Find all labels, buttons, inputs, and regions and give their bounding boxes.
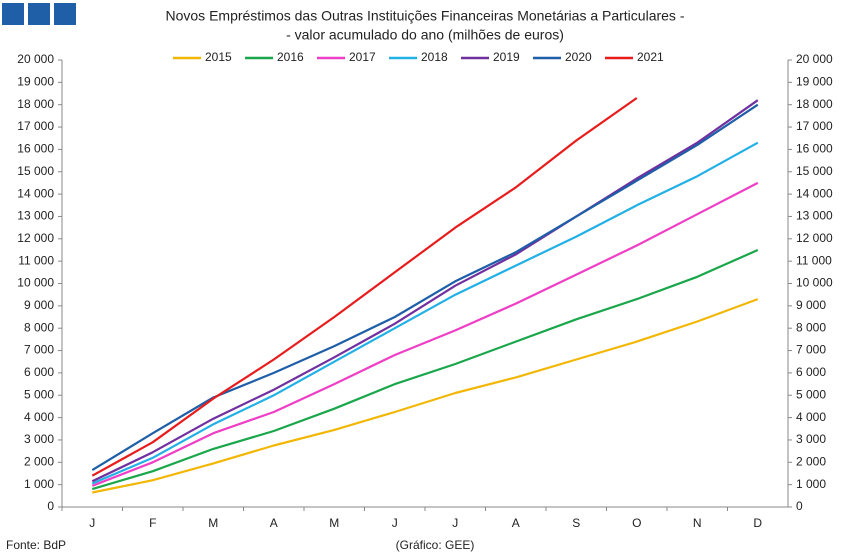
y2-tick-label: 19 000 [796,75,833,89]
legend-label: 2018 [421,50,448,64]
series-line [91,99,759,483]
series-line [91,181,759,487]
y2-tick-label: 16 000 [796,142,833,156]
x-tick-label: D [753,516,762,530]
y-tick-label: 16 000 [17,142,54,156]
x-tick-label: A [512,516,520,530]
y-tick-label: 7 000 [24,343,54,357]
y-tick-label: 19 000 [17,75,54,89]
x-tick-label: J [89,516,95,530]
y2-tick-label: 6 000 [796,365,826,379]
y2-tick-label: 12 000 [796,231,833,245]
y2-tick-label: 18 000 [796,97,833,111]
legend-label: 2017 [349,50,376,64]
y-tick-label: 1 000 [24,477,54,491]
logo-square [2,3,24,25]
y2-tick-label: 17 000 [796,119,833,133]
chart-title: - valor acumulado do ano (milhões de eur… [286,27,564,43]
y-tick-label: 0 [47,499,54,513]
y-tick-label: 20 000 [17,52,54,66]
x-tick-label: J [392,516,398,530]
credit-note: (Gráfico: GEE) [396,538,475,552]
y2-tick-label: 9 000 [796,298,826,312]
y-tick-label: 8 000 [24,320,54,334]
legend-label: 2019 [493,50,520,64]
y2-tick-label: 0 [796,499,803,513]
y-tick-label: 15 000 [17,164,54,178]
y2-tick-label: 2 000 [796,454,826,468]
legend-label: 2020 [565,50,592,64]
y-tick-label: 11 000 [18,253,54,267]
y-tick-label: 13 000 [17,209,54,223]
y-tick-label: 18 000 [17,97,54,111]
y-tick-label: 4 000 [24,410,54,424]
y2-tick-label: 5 000 [796,387,826,401]
series-line [91,97,638,477]
logo-square [28,3,50,25]
legend-label: 2021 [637,50,664,64]
y-tick-label: 14 000 [17,186,54,200]
y2-tick-label: 7 000 [796,343,826,357]
y-tick-label: 5 000 [24,387,54,401]
y-tick-label: 12 000 [17,231,54,245]
legend-label: 2015 [205,50,232,64]
chart-title: Novos Empréstimos das Outras Instituiçõe… [166,8,685,24]
x-tick-label: J [452,516,458,530]
series-line [91,103,759,472]
y-tick-label: 6 000 [24,365,54,379]
y2-tick-label: 8 000 [796,320,826,334]
y-tick-label: 9 000 [24,298,54,312]
y-tick-label: 2 000 [24,454,54,468]
x-tick-label: S [572,516,580,530]
x-tick-label: O [632,516,641,530]
legend-label: 2016 [277,50,304,64]
x-tick-label: M [208,516,218,530]
series-line [92,298,759,494]
x-tick-label: N [693,516,702,530]
y2-tick-label: 1 000 [796,477,826,491]
y2-tick-label: 20 000 [796,52,833,66]
y2-tick-label: 3 000 [796,432,826,446]
y2-tick-label: 15 000 [796,164,833,178]
y-tick-label: 3 000 [24,432,54,446]
x-tick-label: A [270,516,278,530]
x-tick-label: F [149,516,156,530]
y-tick-label: 17 000 [17,119,54,133]
logo-square [54,3,76,25]
series-line [91,141,759,485]
y2-tick-label: 10 000 [796,276,833,290]
y2-tick-label: 11 000 [796,253,832,267]
y2-tick-label: 14 000 [796,186,833,200]
source-note: Fonte: BdP [6,538,66,552]
x-tick-label: M [329,516,339,530]
series-line [91,248,759,491]
y2-tick-label: 13 000 [796,209,833,223]
y-tick-label: 10 000 [17,276,54,290]
y2-tick-label: 4 000 [796,410,826,424]
